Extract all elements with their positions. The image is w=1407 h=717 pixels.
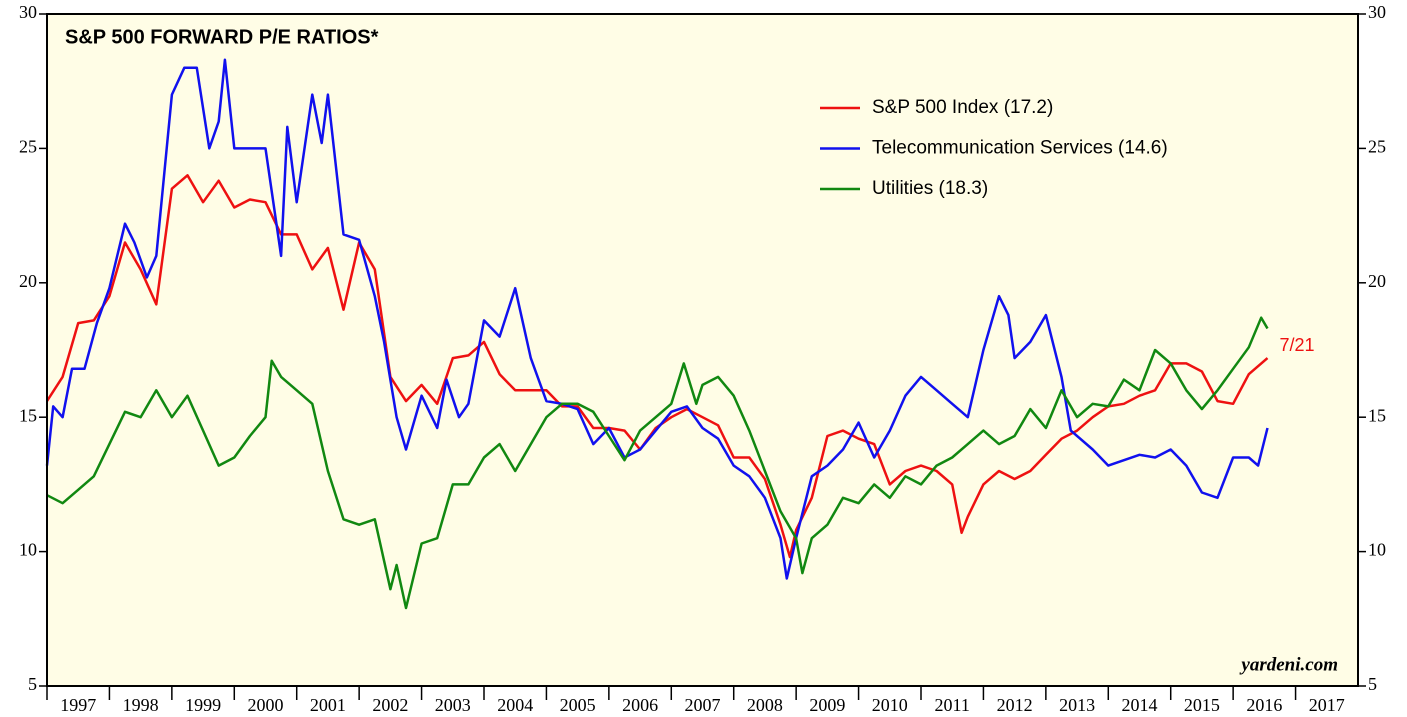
x-tick-label: 2007 bbox=[685, 695, 721, 715]
y2-tick-label: 25 bbox=[1368, 137, 1386, 157]
y2-tick-label: 20 bbox=[1368, 271, 1386, 291]
y-tick-label: 5 bbox=[28, 674, 37, 694]
x-tick-label: 2011 bbox=[935, 695, 970, 715]
y-tick-label: 20 bbox=[19, 271, 37, 291]
x-tick-label: 2004 bbox=[497, 695, 533, 715]
y-tick-label: 30 bbox=[19, 2, 37, 22]
x-tick-label: 2017 bbox=[1309, 695, 1345, 715]
x-tick-label: 2000 bbox=[248, 695, 284, 715]
source: yardeni.com bbox=[1239, 654, 1338, 675]
x-tick-label: 2016 bbox=[1246, 695, 1282, 715]
legend-label: Utilities (18.3) bbox=[872, 178, 988, 199]
x-tick-label: 1998 bbox=[123, 695, 159, 715]
x-tick-label: 2014 bbox=[1122, 695, 1158, 715]
x-tick-label: 2001 bbox=[310, 695, 346, 715]
y2-tick-label: 10 bbox=[1368, 540, 1386, 560]
y2-tick-label: 30 bbox=[1368, 2, 1386, 22]
x-tick-label: 2005 bbox=[560, 695, 596, 715]
x-tick-label: 2012 bbox=[997, 695, 1033, 715]
y2-tick-label: 5 bbox=[1368, 674, 1377, 694]
plot-background bbox=[47, 14, 1358, 686]
x-tick-label: 2003 bbox=[435, 695, 471, 715]
x-tick-label: 2009 bbox=[809, 695, 845, 715]
series-line bbox=[46, 316, 1269, 610]
y-tick-label: 25 bbox=[19, 137, 37, 157]
x-tick-label: 2008 bbox=[747, 695, 783, 715]
x-tick-label: 2010 bbox=[872, 695, 908, 715]
series-line bbox=[45, 174, 1269, 559]
series-line bbox=[45, 58, 1269, 580]
x-tick-label: 1999 bbox=[185, 695, 221, 715]
legend-label: S&P 500 Index (17.2) bbox=[872, 97, 1053, 118]
y-tick-label: 10 bbox=[19, 540, 37, 560]
x-tick-label: 2006 bbox=[622, 695, 658, 715]
chart-title: S&P 500 FORWARD P/E RATIOS* bbox=[65, 26, 379, 48]
plot-frame bbox=[46, 13, 1359, 687]
x-tick-label: 1997 bbox=[60, 695, 96, 715]
legend-label: Telecommunication Services (14.6) bbox=[872, 138, 1168, 159]
y-tick-label: 15 bbox=[19, 405, 37, 425]
y2-tick-label: 15 bbox=[1368, 405, 1386, 425]
annotation: 7/21 bbox=[1279, 335, 1314, 355]
x-tick-label: 2015 bbox=[1184, 695, 1220, 715]
x-tick-label: 2013 bbox=[1059, 695, 1095, 715]
x-tick-label: 2002 bbox=[372, 695, 408, 715]
